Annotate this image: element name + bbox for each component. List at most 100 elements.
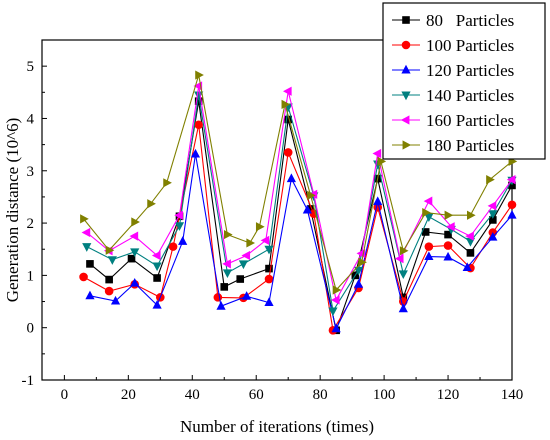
x-axis-title: Number of iterations (times) <box>180 417 374 436</box>
legend-swatch-marker <box>402 16 410 24</box>
data-point <box>174 210 183 220</box>
legend-label: 80 Particles <box>426 11 514 30</box>
data-point <box>220 283 229 291</box>
y-axis-title: Generation distance (10^6) <box>3 118 22 303</box>
data-point <box>394 254 404 264</box>
legend-label: 140 Particles <box>426 86 514 105</box>
data-point <box>302 204 312 214</box>
y-tick-label: 3 <box>27 164 35 180</box>
legend-swatch-marker <box>401 91 411 101</box>
data-point <box>332 285 342 295</box>
legend-label: 160 Particles <box>426 111 514 130</box>
data-point <box>373 196 383 206</box>
data-point <box>358 257 367 267</box>
series-2 <box>85 148 517 333</box>
data-point <box>178 236 188 245</box>
data-point <box>127 254 136 263</box>
data-point <box>264 245 274 255</box>
data-point <box>194 97 203 105</box>
series-line <box>83 74 513 292</box>
data-point <box>353 279 364 288</box>
data-point <box>446 222 455 232</box>
data-point <box>466 210 476 220</box>
data-point <box>331 323 341 333</box>
data-point <box>85 290 95 300</box>
data-point <box>444 230 452 239</box>
data-point <box>147 199 156 209</box>
y-tick-label: 4 <box>27 111 35 127</box>
data-point <box>222 269 233 278</box>
x-tick-label: 140 <box>501 387 524 403</box>
data-point <box>265 264 273 273</box>
data-point <box>372 148 382 159</box>
data-point <box>443 241 453 250</box>
plot-frame <box>41 39 513 381</box>
data-point <box>223 229 233 240</box>
data-point <box>241 250 251 261</box>
data-point <box>151 250 161 261</box>
legend-label: 180 Particles <box>426 136 514 155</box>
series-line <box>86 85 513 302</box>
data-point <box>328 307 338 317</box>
data-point <box>110 295 121 305</box>
data-point <box>194 91 204 101</box>
data-point <box>443 251 453 261</box>
legend-swatch-marker <box>402 140 412 150</box>
data-point <box>422 208 431 218</box>
data-point <box>424 242 434 251</box>
data-point <box>466 249 475 257</box>
data-point <box>508 181 516 190</box>
data-point <box>107 256 117 265</box>
data-point <box>82 243 92 252</box>
data-point <box>129 231 139 241</box>
x-tick-label: 20 <box>121 387 136 403</box>
data-point <box>507 200 517 210</box>
data-point <box>152 300 162 309</box>
data-point <box>195 70 204 80</box>
data-point <box>105 245 115 255</box>
data-point <box>506 175 516 185</box>
legend: 80 Particles 100 Particles 120 Particles 14… <box>382 2 546 160</box>
x-tick-label: 120 <box>437 387 460 403</box>
data-point <box>131 217 140 227</box>
data-point <box>281 99 291 109</box>
data-point <box>398 303 408 313</box>
y-tick-label: 5 <box>27 59 35 75</box>
data-point <box>168 242 178 251</box>
data-point <box>174 222 185 231</box>
x-axis: 0 20 40 60 80 100 120 140 <box>61 375 524 403</box>
y-tick-label: -1 <box>22 373 35 389</box>
legend-swatch-marker <box>401 40 411 50</box>
data-point <box>130 278 140 287</box>
data-point <box>242 291 252 300</box>
x-tick-label: 0 <box>61 387 69 403</box>
data-point <box>130 248 140 258</box>
data-point <box>190 148 201 158</box>
data-point <box>216 301 226 310</box>
data-point <box>462 262 472 271</box>
data-point <box>283 148 293 157</box>
data-point <box>105 275 113 284</box>
data-point <box>222 259 231 269</box>
y-axis: -1 0 1 2 3 4 5 <box>22 39 47 389</box>
data-point <box>486 175 495 185</box>
data-point <box>424 213 434 222</box>
data-point <box>238 260 249 270</box>
legend-swatch-marker <box>401 64 411 74</box>
data-point <box>260 235 270 245</box>
data-point <box>246 238 256 248</box>
data-point <box>255 222 265 232</box>
data-point <box>507 210 517 219</box>
data-point <box>377 156 387 166</box>
x-tick-label: 60 <box>249 387 264 403</box>
data-point <box>153 274 161 282</box>
data-point <box>424 251 434 261</box>
legend-swatch-marker <box>400 115 410 125</box>
x-tick-label: 80 <box>313 387 328 403</box>
series-5 <box>80 70 518 295</box>
data-point <box>86 260 94 268</box>
legend-label: 100 Particles <box>426 36 514 55</box>
data-point <box>421 228 430 236</box>
data-point <box>306 205 315 213</box>
